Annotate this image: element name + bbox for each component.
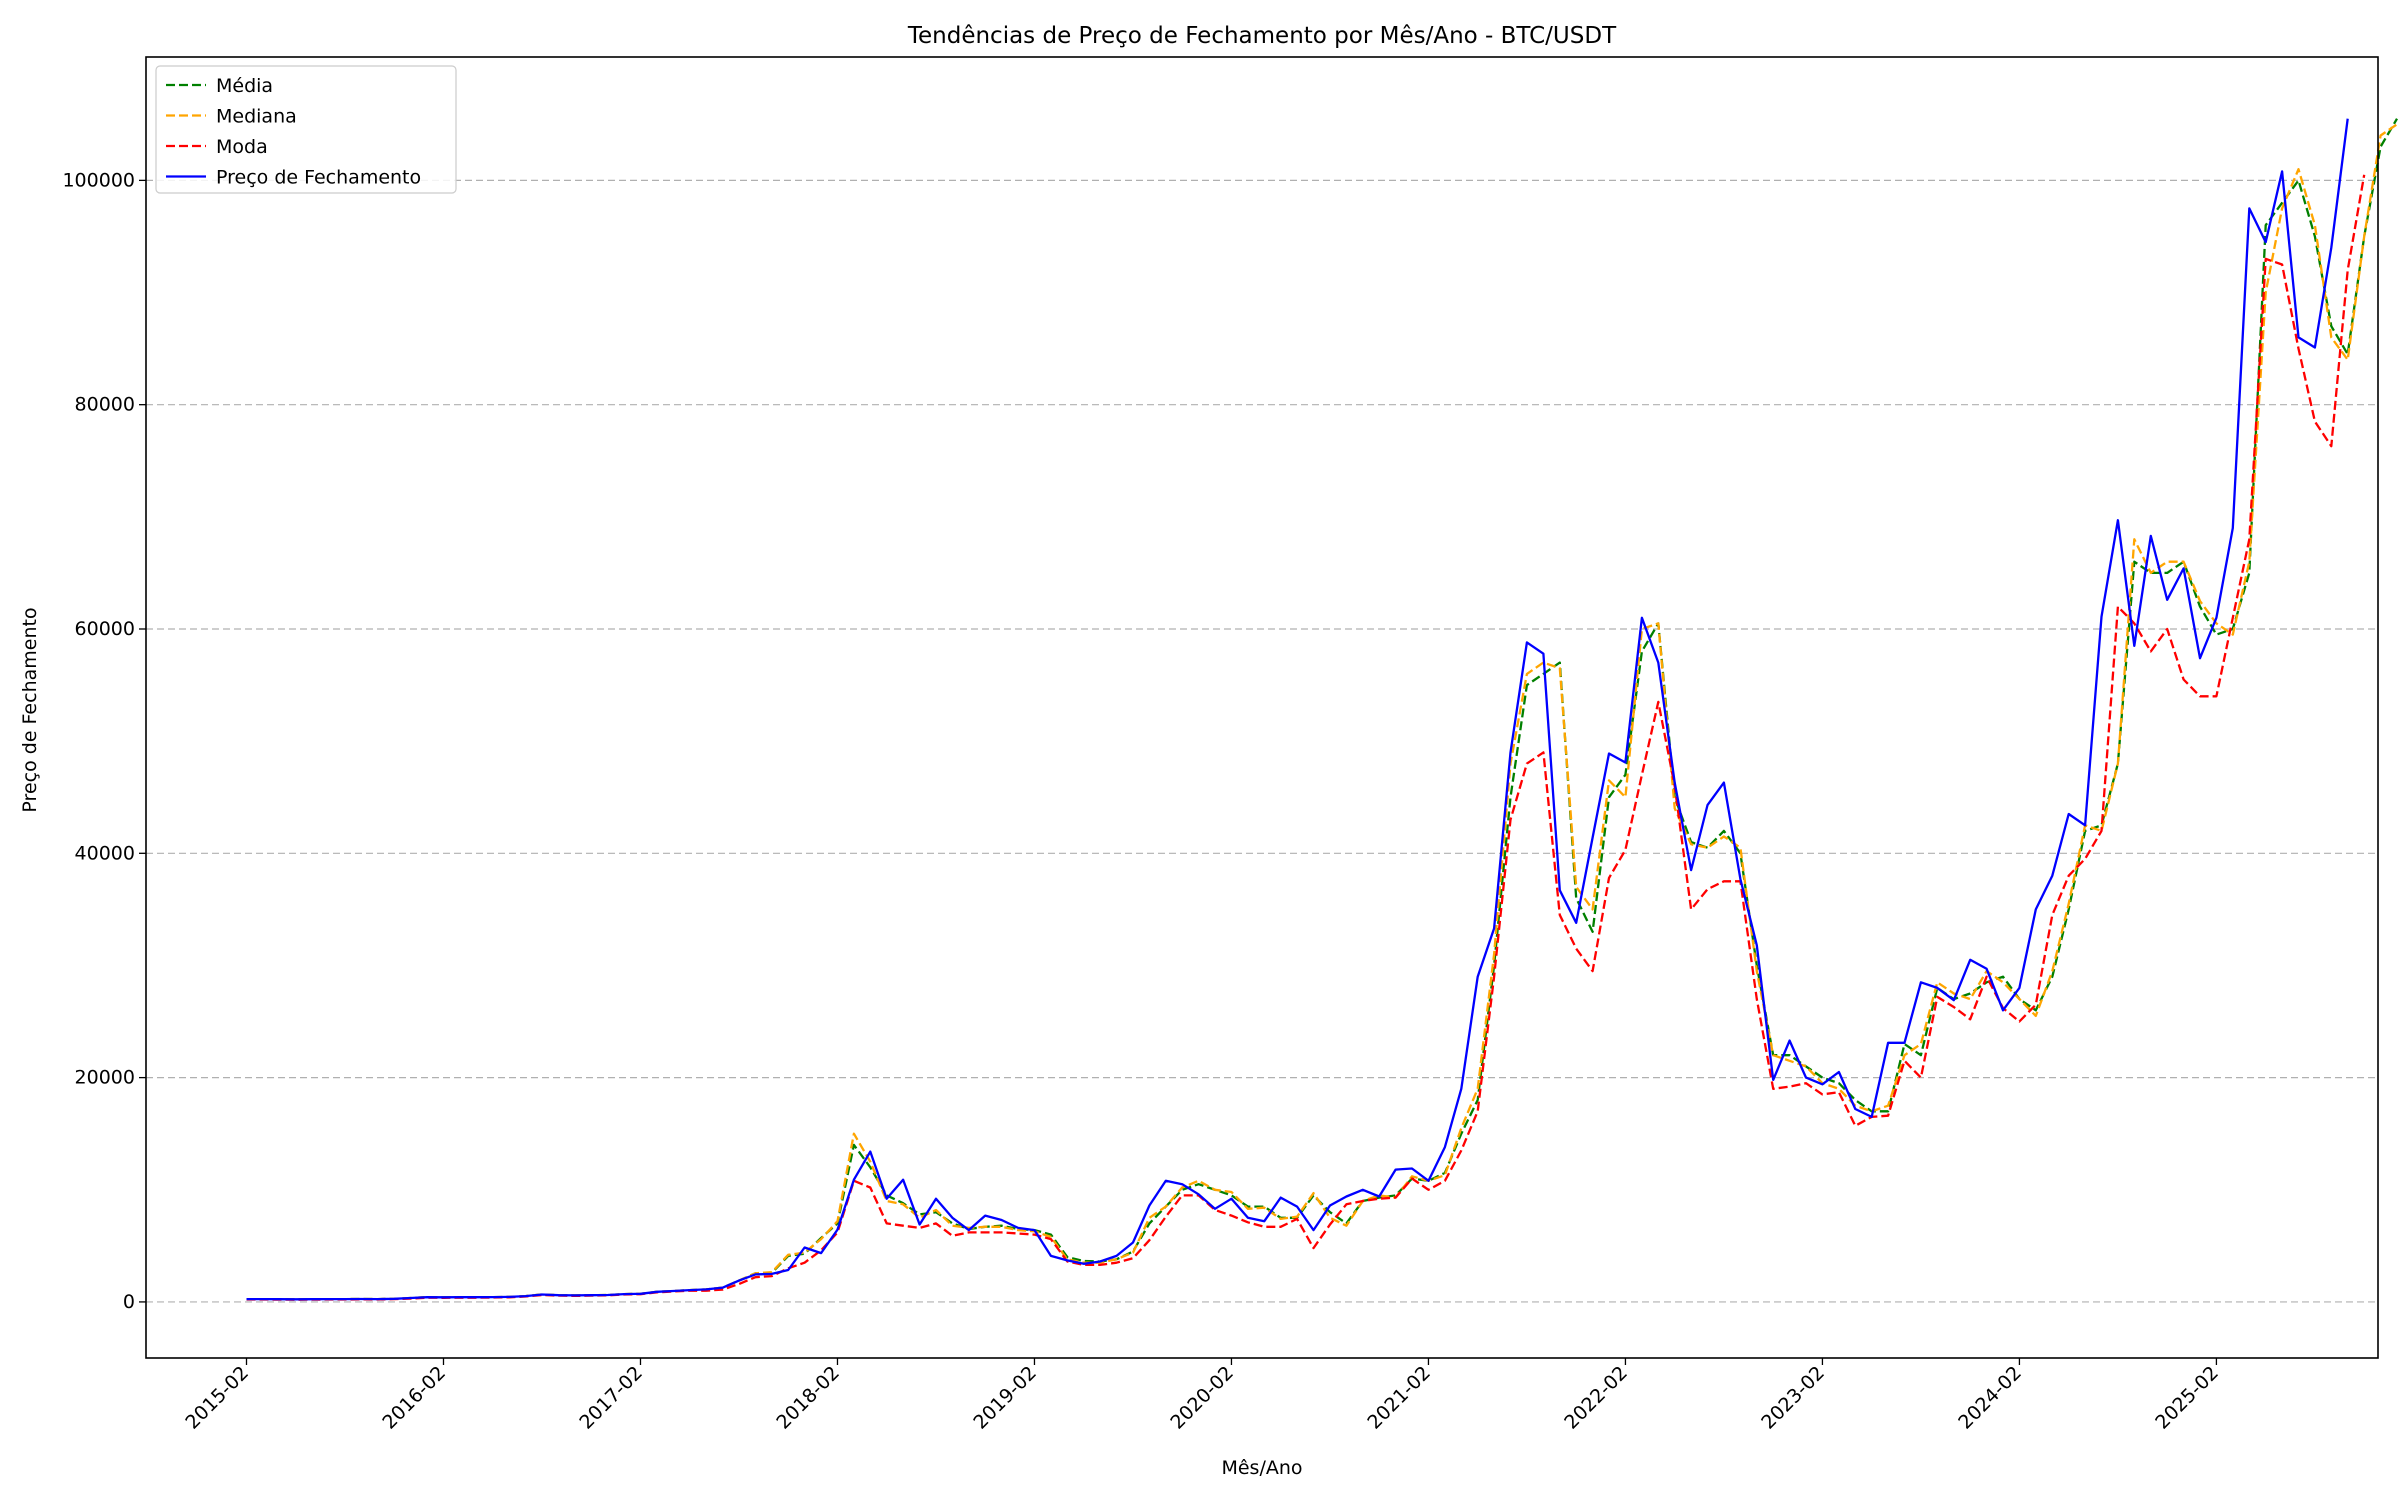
chart-title: Tendências de Preço de Fechamento por Mê… <box>907 23 1617 49</box>
legend: Média Mediana Moda Preço de Fechamento <box>155 65 457 194</box>
y-tick-label: 60000 <box>75 618 135 640</box>
y-tick-label: 40000 <box>75 842 135 864</box>
legend-label: Média <box>216 75 273 97</box>
grid-lines <box>146 179 2378 1303</box>
y-tick-label: 20000 <box>75 1067 135 1089</box>
legend-label: Mediana <box>216 106 297 128</box>
legend-label: Preço de Fechamento <box>216 167 421 189</box>
legend-box <box>155 65 457 194</box>
y-axis-ticks: 0 20000 40000 60000 80000 100000 <box>62 169 146 1313</box>
series-lines <box>246 118 2398 1301</box>
series-line-3 <box>246 118 2349 1301</box>
y-tick-label: 100000 <box>62 169 135 191</box>
y-axis-label: Preço de Fechamento <box>19 607 41 812</box>
x-axis-label: Mês/Ano <box>1221 1457 1302 1479</box>
legend-label: Moda <box>216 136 268 158</box>
y-tick-label: 0 <box>123 1291 135 1313</box>
plot-frame <box>145 56 2379 1359</box>
y-tick-label: 80000 <box>75 394 135 416</box>
